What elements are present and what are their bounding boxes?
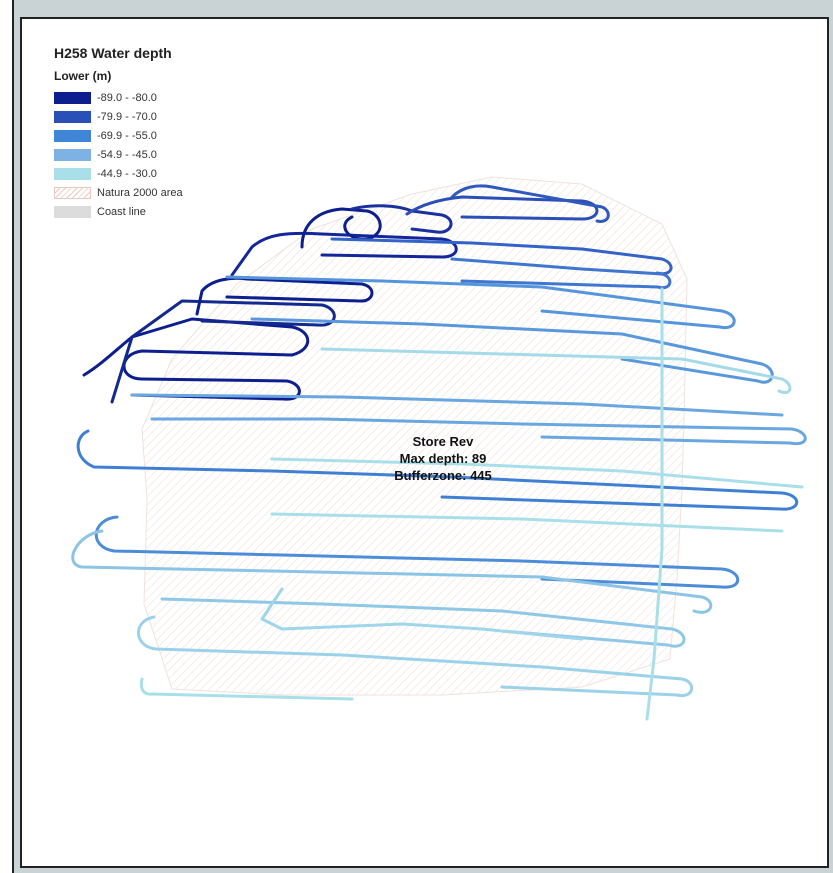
legend-item-depth-1: -89.0 - -80.0 xyxy=(54,88,183,107)
survey-track-mid-4 xyxy=(450,257,672,290)
survey-track-19 xyxy=(260,587,584,641)
legend-item-depth-5: -44.9 - -30.0 xyxy=(54,164,183,183)
survey-track-mid-2 xyxy=(450,184,610,223)
survey-track-mid-1 xyxy=(405,195,599,221)
survey-track-deep-3 xyxy=(195,276,374,316)
survey-track-deep-6 xyxy=(350,204,453,234)
site-bufferzone: Bufferzone: 445 xyxy=(394,468,492,483)
legend-item-depth-4: -54.9 - -45.0 xyxy=(54,145,183,164)
survey-track-deep-2 xyxy=(110,299,336,404)
survey-track-13 xyxy=(137,615,693,698)
legend-label: -54.9 - -45.0 xyxy=(97,148,157,161)
legend-label: Natura 2000 area xyxy=(97,186,183,199)
natura-2000-area xyxy=(141,176,688,696)
legend-swatch xyxy=(54,148,91,161)
survey-track-10 xyxy=(94,515,740,589)
legend-swatch-hatch xyxy=(54,186,91,199)
legend-item-depth-3: -69.9 - -55.0 xyxy=(54,126,183,145)
survey-track-15 xyxy=(270,457,804,489)
survey-track-8 xyxy=(150,417,807,446)
legend-swatch xyxy=(54,110,91,123)
legend-item-coast-line: Coast line xyxy=(54,202,183,221)
survey-track-5 xyxy=(76,429,799,511)
legend-item-natura-2000: Natura 2000 area xyxy=(54,183,183,202)
legend-label: -89.0 - -80.0 xyxy=(97,91,157,104)
site-name: Store Rev xyxy=(412,434,474,449)
survey-track-11 xyxy=(71,529,713,614)
survey-track-6 xyxy=(225,275,736,330)
legend-label: Coast line xyxy=(97,205,146,218)
legend-swatch xyxy=(54,167,91,180)
legend: H258 Water depth Lower (m) -89.0 - -80.0… xyxy=(54,45,183,221)
legend-label: -44.9 - -30.0 xyxy=(97,167,157,180)
legend-title: H258 Water depth xyxy=(54,45,172,61)
legend-swatch xyxy=(54,91,91,104)
site-max-depth: Max depth: 89 xyxy=(399,451,487,466)
survey-track-18 xyxy=(270,512,784,533)
survey-track-deep-1 xyxy=(82,317,310,401)
survey-track-12 xyxy=(160,597,686,648)
legend-item-depth-2: -79.9 - -70.0 xyxy=(54,107,183,126)
map-frame: H258 Water depth Lower (m) -89.0 - -80.0… xyxy=(20,17,829,868)
survey-track-9 xyxy=(130,393,784,417)
legend-swatch xyxy=(54,205,91,218)
survey-track-16 xyxy=(320,347,792,394)
map-canvas xyxy=(71,176,807,721)
survey-track-7 xyxy=(250,317,774,384)
legend-swatch xyxy=(54,129,91,142)
survey-track-deep-5 xyxy=(300,207,382,249)
survey-track-17 xyxy=(645,287,664,721)
legend-subtitle: Lower (m) xyxy=(54,69,112,83)
adjacent-panel-edge xyxy=(0,0,14,873)
legend-label: -79.9 - -70.0 xyxy=(97,110,157,123)
survey-track-deep-4 xyxy=(230,231,458,277)
legend-label: -69.9 - -55.0 xyxy=(97,129,157,142)
survey-track-14 xyxy=(139,677,354,701)
site-label: Store Rev Max depth: 89 Bufferzone: 445 xyxy=(373,433,513,484)
